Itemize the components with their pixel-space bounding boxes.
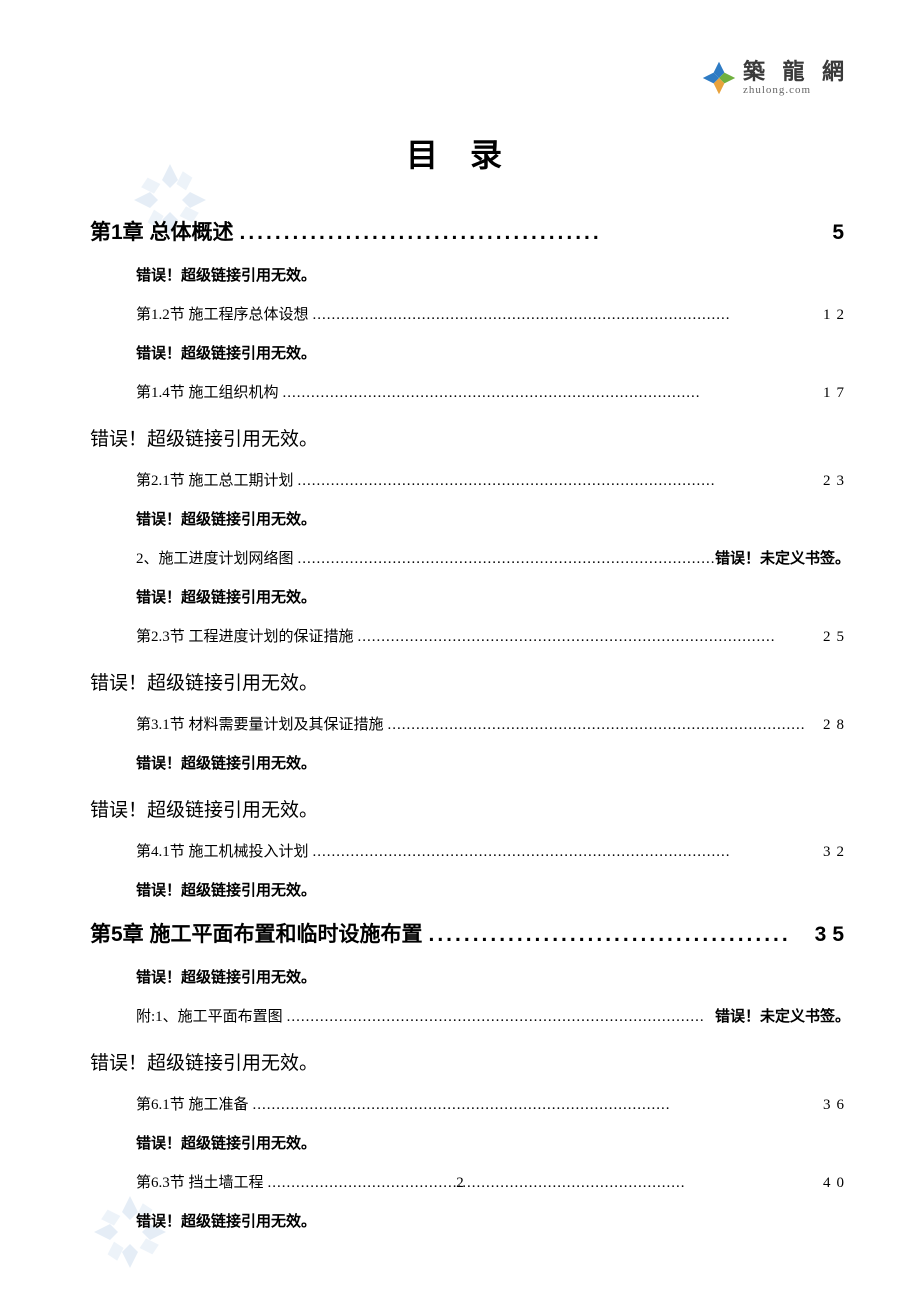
toc-label: 第2.1节 施工总工期计划 (136, 469, 294, 490)
toc-section-error: 附:1、施工平面布置图.............................… (90, 1005, 850, 1026)
toc-content: 目录 第1章 总体概述.............................… (90, 130, 850, 1249)
toc-error-chapter: 错误！超级链接引用无效。 (90, 1048, 850, 1075)
toc-label: 第1.4节 施工组织机构 (136, 381, 279, 402)
toc-label: 第4.1节 施工机械投入计划 (136, 840, 309, 861)
toc-error-line: 错误！超级链接引用无效。 (90, 879, 850, 900)
toc-dots: ........................................… (354, 629, 823, 646)
toc-label: 2、施工进度计划网络图 (136, 547, 294, 568)
toc-section: 第3.1节 材料需要量计划及其保证措施.....................… (90, 713, 850, 734)
page-title: 目录 (90, 130, 850, 176)
toc-error-line: 错误！超级链接引用无效。 (90, 342, 850, 363)
toc-dots: ........................................… (279, 385, 823, 402)
toc-error-line: 错误！超级链接引用无效。 (90, 966, 850, 987)
page-number: 2 (0, 1175, 920, 1192)
toc-label: 第1章 总体概述 (90, 216, 234, 246)
toc-page: 12 (823, 307, 850, 324)
toc-page: 17 (823, 385, 850, 402)
toc-dots: ........................................… (294, 473, 823, 490)
toc-page: 25 (823, 629, 850, 646)
toc-error-line: 错误！超级链接引用无效。 (90, 508, 850, 529)
toc-section: 第1.4节 施工组织机构............................… (90, 381, 850, 402)
toc-error-line: 错误！超级链接引用无效。 (90, 1210, 850, 1231)
site-logo: 築 龍 網 zhulong.com (701, 60, 850, 96)
toc-dots: ........................................… (423, 923, 815, 947)
logo-icon (701, 60, 737, 96)
toc-page: 23 (823, 473, 850, 490)
toc-page: 36 (823, 1097, 850, 1114)
toc-dots: ........................................… (249, 1097, 823, 1114)
toc-error-line: 错误！超级链接引用无效。 (90, 586, 850, 607)
logo-text-en: zhulong.com (743, 85, 850, 96)
toc-error-chapter: 错误！超级链接引用无效。 (90, 424, 850, 451)
toc-section: 第6.1节 施工准备..............................… (90, 1093, 850, 1114)
toc-section: 第4.1节 施工机械投入计划..........................… (90, 840, 850, 861)
toc-error-line: 错误！超级链接引用无效。 (90, 1132, 850, 1153)
toc-dots: ........................................… (283, 1009, 715, 1026)
toc-section: 第2.1节 施工总工期计划...........................… (90, 469, 850, 490)
toc-chapter: 第1章 总体概述................................… (90, 216, 850, 246)
toc-page: 5 (832, 221, 850, 245)
toc-label: 第2.3节 工程进度计划的保证措施 (136, 625, 354, 646)
toc-label: 第1.2节 施工程序总体设想 (136, 303, 309, 324)
toc-section: 第2.3节 工程进度计划的保证措施.......................… (90, 625, 850, 646)
toc-page: 28 (823, 717, 850, 734)
toc-body: 第1章 总体概述................................… (90, 216, 850, 1231)
toc-dots: ........................................… (234, 221, 833, 245)
toc-error-bookmark: 错误！未定义书签。 (715, 547, 850, 568)
toc-chapter: 第5章 施工平面布置和临时设施布置.......................… (90, 918, 850, 948)
toc-error-bookmark: 错误！未定义书签。 (715, 1005, 850, 1026)
toc-error-line: 错误！超级链接引用无效。 (90, 752, 850, 773)
toc-page: 35 (815, 923, 850, 947)
toc-dots: ........................................… (384, 717, 823, 734)
toc-label: 附:1、施工平面布置图 (136, 1005, 283, 1026)
toc-dots: ........................................… (309, 307, 823, 324)
toc-error-chapter: 错误！超级链接引用无效。 (90, 668, 850, 695)
toc-label: 第6.1节 施工准备 (136, 1093, 249, 1114)
toc-error-chapter: 错误！超级链接引用无效。 (90, 795, 850, 822)
toc-error-line: 错误！超级链接引用无效。 (90, 264, 850, 285)
toc-dots: ........................................… (309, 844, 823, 861)
toc-section-error: 2、施工进度计划网络图.............................… (90, 547, 850, 568)
toc-label: 第5章 施工平面布置和临时设施布置 (90, 918, 423, 948)
logo-text-cn: 築 龍 網 (743, 61, 850, 83)
toc-label: 第3.1节 材料需要量计划及其保证措施 (136, 713, 384, 734)
toc-dots: ........................................… (294, 551, 715, 568)
toc-section: 第1.2节 施工程序总体设想..........................… (90, 303, 850, 324)
toc-page: 32 (823, 844, 850, 861)
